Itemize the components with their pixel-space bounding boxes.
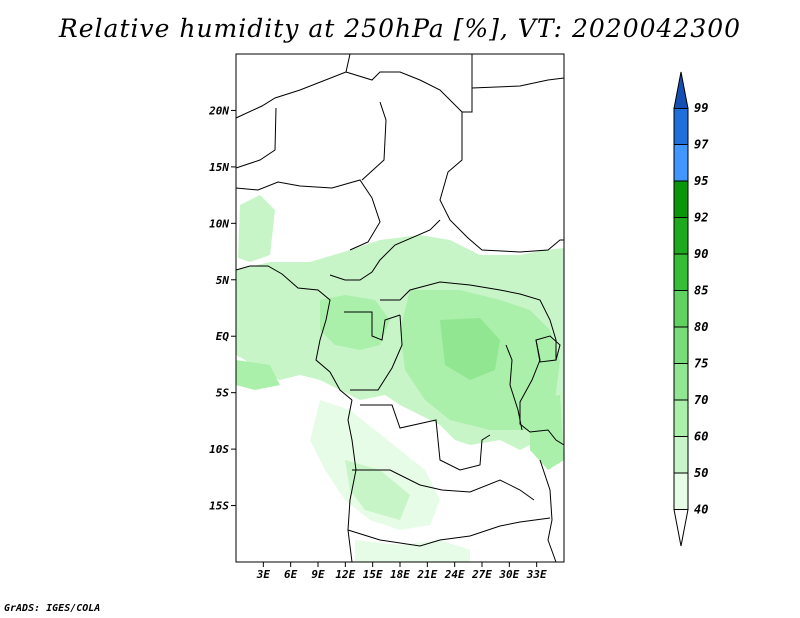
colorbar-swatch	[673, 217, 689, 255]
border-line	[344, 311, 401, 341]
border-line	[345, 54, 473, 113]
border-line	[471, 77, 565, 89]
lat-tick-label: 5S	[216, 387, 230, 400]
lat-tick-label: 5N	[216, 274, 230, 287]
colorbar-label: 50	[694, 466, 708, 480]
colorbar-label: 97	[694, 138, 709, 152]
colorbar: 40 50 60 70 75 80 85 90 92 95 97 99	[673, 71, 709, 547]
border-line	[519, 339, 565, 446]
border-line	[235, 179, 381, 251]
border-line	[329, 219, 441, 281]
border-line	[352, 469, 535, 501]
humidity-region-eastafrica	[530, 395, 564, 470]
colorbar-swatch	[673, 363, 689, 401]
colorbar-swatch	[673, 144, 689, 182]
lon-tick-label: 15E	[363, 568, 383, 581]
colorbar-swatch	[673, 107, 689, 145]
border-line	[360, 404, 491, 471]
colorbar-label: 85	[694, 284, 708, 298]
lake-tanganyika	[505, 344, 523, 431]
coastlines-borders	[235, 53, 565, 563]
humidity-field	[236, 195, 564, 562]
lon-tick-label: 30E	[498, 568, 519, 581]
colorbar-label: 75	[694, 357, 708, 371]
colorbar-swatch	[673, 71, 689, 109]
colorbar-label: 90	[694, 247, 708, 261]
lon-tick-label: 27E	[471, 568, 492, 581]
colorbar-label: 70	[694, 393, 708, 407]
colorbar-swatch	[673, 290, 689, 328]
colorbar-label: 40	[694, 503, 708, 517]
humidity-region-westafrica	[238, 195, 275, 262]
colorbar-label: 92	[694, 211, 708, 225]
humidity-region-core	[440, 318, 500, 380]
colorbar-label: 60	[694, 430, 708, 444]
lon-tick-label: 18E	[390, 568, 410, 581]
lat-tick-label: 10S	[209, 443, 229, 456]
lon-tick-label: 33E	[526, 568, 547, 581]
lat-tick-label: 10N	[209, 217, 229, 230]
map-title: Relative humidity at 250hPa [%], VT: 202…	[58, 14, 742, 43]
longitude-axis: 3E 6E 9E 12E 15E 18E 21E 24E 27E 30E 33E	[256, 562, 547, 581]
colorbar-label: 99	[694, 101, 708, 115]
border-line	[350, 314, 403, 391]
humidity-region-atlantic	[236, 360, 280, 390]
humidity-region-south	[355, 540, 470, 562]
colorbar-label: 95	[694, 174, 708, 188]
lat-tick-label: 20N	[208, 104, 229, 117]
lat-tick-label: 15N	[209, 161, 229, 174]
lon-tick-label: 21E	[416, 568, 437, 581]
colorbar-label: 80	[694, 320, 708, 334]
lat-tick-label: EQ	[216, 330, 230, 343]
map-panel	[235, 53, 565, 563]
colorbar-swatch	[673, 436, 689, 474]
colorbar-swatch	[673, 253, 689, 291]
colorbar-swatch	[673, 399, 689, 437]
latitude-axis: 20N 15N 10N 5N EQ 5S 10S 15S	[208, 104, 236, 513]
lon-tick-label: 3E	[256, 568, 271, 581]
border-line	[380, 281, 557, 360]
colorbar-swatch	[673, 472, 689, 510]
lat-tick-label: 15S	[209, 500, 229, 513]
lon-tick-label: 6E	[284, 568, 298, 581]
lake-victoria	[535, 335, 561, 363]
border-line	[539, 459, 557, 563]
border-line	[347, 517, 551, 547]
border-line	[361, 101, 387, 181]
colorbar-swatch	[673, 326, 689, 364]
border-line	[439, 112, 564, 253]
humidity-region-angola-core	[345, 460, 410, 520]
coastline	[235, 265, 353, 401]
lon-tick-label: 24E	[444, 568, 465, 581]
colorbar-swatch	[673, 180, 689, 218]
lon-tick-label: 12E	[335, 568, 355, 581]
colorbar-swatch	[673, 509, 689, 547]
lon-tick-label: 9E	[311, 568, 325, 581]
border-line	[235, 53, 351, 119]
grads-credit: GrADS: IGES/COLA	[4, 603, 101, 614]
border-line	[235, 107, 277, 169]
